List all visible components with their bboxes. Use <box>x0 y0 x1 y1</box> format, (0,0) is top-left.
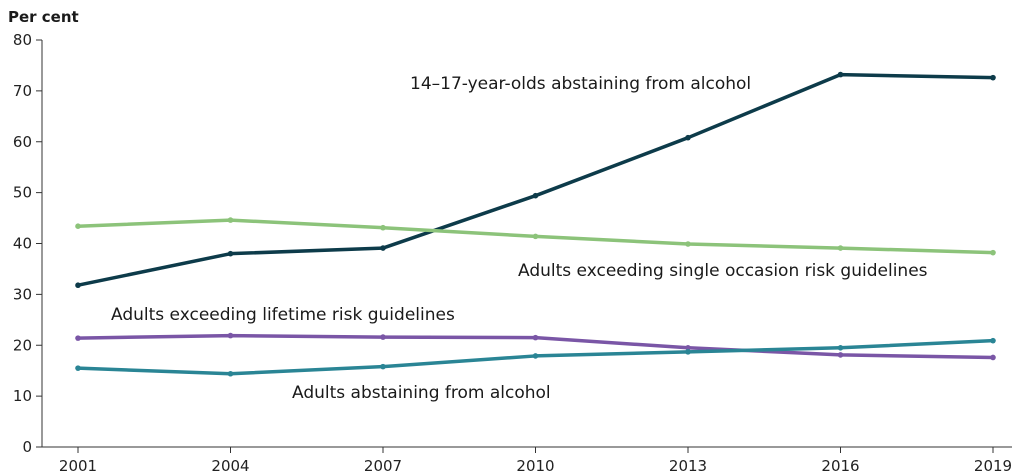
y-tick-label: 10 <box>13 387 32 405</box>
series-point-0 <box>227 250 234 257</box>
series-labels: 14–17-year-olds abstaining from alcohol … <box>111 74 928 403</box>
x-tick-label: 2016 <box>821 457 859 475</box>
series-point-3 <box>227 370 234 377</box>
series-point-3 <box>837 344 844 351</box>
series-points <box>75 71 996 377</box>
y-tick-label: 20 <box>13 336 32 354</box>
series-point-0 <box>75 282 81 289</box>
series-point-0 <box>990 74 996 81</box>
series-point-2 <box>532 334 539 341</box>
y-tick-label: 80 <box>13 31 32 49</box>
series-point-3 <box>685 349 691 355</box>
series-point-2 <box>227 332 234 339</box>
series-point-2 <box>685 344 691 351</box>
series-label-adults-abstaining: Adults abstaining from alcohol <box>292 383 551 403</box>
series-point-1 <box>837 245 844 251</box>
series-point-3 <box>380 363 386 370</box>
y-axis-label: Per cent <box>8 8 79 26</box>
series-label-youth-abstaining: 14–17-year-olds abstaining from alcohol <box>410 74 751 94</box>
y-tick-label: 30 <box>13 285 32 303</box>
series-line-0 <box>76 72 995 287</box>
series-point-3 <box>532 353 539 359</box>
series-point-2 <box>990 354 996 361</box>
series-point-0 <box>685 134 691 141</box>
y-tick-label: 40 <box>13 235 32 253</box>
series-point-1 <box>380 224 386 231</box>
series-point-1 <box>227 217 234 223</box>
x-tick-label: 2019 <box>974 457 1012 475</box>
series-point-0 <box>837 71 844 78</box>
series-point-1 <box>532 233 539 240</box>
y-tick-label: 0 <box>22 438 32 456</box>
x-tick-label: 2001 <box>59 457 97 475</box>
series-label-lifetime-risk: Adults exceeding lifetime risk guideline… <box>111 305 455 325</box>
series-point-1 <box>685 241 691 247</box>
series-point-2 <box>75 335 81 341</box>
axes: 0 10 20 30 40 50 60 70 80 2001 2004 2007 2010 2013 201… <box>13 31 1012 475</box>
series-point-2 <box>837 352 844 358</box>
x-tick-label: 2013 <box>669 457 707 475</box>
series-point-1 <box>75 223 81 230</box>
series-point-0 <box>380 245 386 251</box>
series-point-3 <box>75 365 81 371</box>
y-tick-label: 70 <box>13 82 32 100</box>
series-point-0 <box>532 192 539 199</box>
x-tick-label: 2004 <box>211 457 249 475</box>
series-point-2 <box>380 334 386 340</box>
y-tick-label: 60 <box>13 133 32 151</box>
x-tick-label: 2010 <box>516 457 554 475</box>
series-lines <box>76 72 995 376</box>
series-point-1 <box>990 249 996 256</box>
x-tick-label: 2007 <box>364 457 402 475</box>
y-tick-label: 50 <box>13 184 32 202</box>
series-point-3 <box>990 337 996 344</box>
series-label-single-occasion: Adults exceeding single occasion risk gu… <box>518 261 928 281</box>
